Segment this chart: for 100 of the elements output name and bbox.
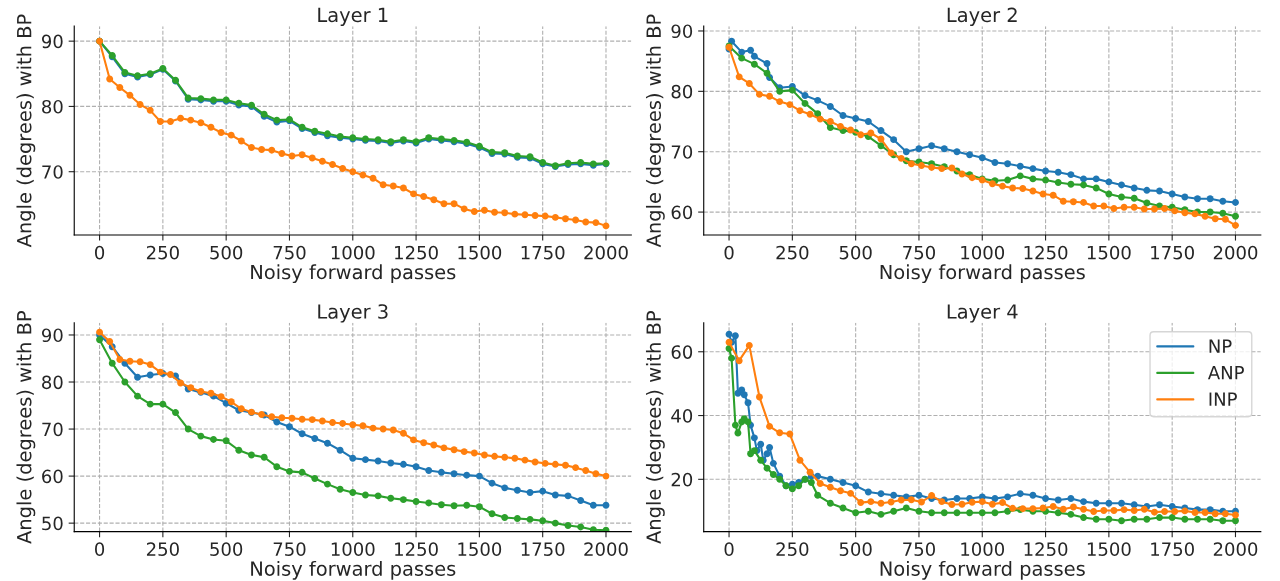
x-tick-label: 1000 (961, 245, 1005, 260)
point (146, 371, 154, 379)
point (1029, 165, 1037, 173)
point (541, 459, 549, 467)
point (470, 449, 478, 457)
point (744, 399, 752, 407)
point (488, 510, 496, 518)
chart-title: Layer 3 (318, 304, 388, 323)
point (582, 466, 590, 474)
point (318, 417, 326, 425)
y-tick-label: 60 (42, 469, 63, 484)
point (1004, 176, 1012, 184)
point (766, 92, 774, 100)
point (766, 422, 774, 430)
point (197, 119, 205, 127)
point (531, 211, 539, 219)
x-tick-label: 1250 (1024, 245, 1068, 260)
point (412, 498, 420, 505)
point (1004, 160, 1012, 168)
point (134, 373, 142, 381)
point (1105, 190, 1113, 198)
point (1130, 194, 1138, 202)
point (953, 494, 961, 502)
point (336, 485, 344, 493)
point (814, 110, 822, 118)
point (248, 451, 255, 459)
point (776, 429, 784, 437)
legend-label: INP (1209, 392, 1237, 406)
point (877, 142, 885, 150)
point (1118, 517, 1125, 525)
point (807, 479, 815, 486)
point (902, 148, 910, 156)
point (750, 434, 758, 442)
point (1211, 510, 1219, 518)
point (136, 358, 144, 366)
point (589, 526, 597, 532)
point (769, 459, 777, 467)
point (513, 514, 521, 522)
point (750, 52, 758, 60)
point (1120, 506, 1128, 514)
point (988, 500, 996, 508)
point (806, 110, 814, 118)
point (227, 398, 235, 406)
x-tick-label: 1500 (458, 542, 502, 557)
point (450, 446, 458, 454)
point (968, 498, 976, 506)
point (166, 117, 174, 125)
point (387, 494, 395, 502)
point (526, 489, 534, 497)
point (526, 515, 534, 523)
point (551, 491, 559, 499)
point (763, 60, 771, 68)
point (1009, 504, 1017, 512)
point (1232, 198, 1239, 206)
point (745, 341, 753, 349)
point (1042, 494, 1050, 502)
point (437, 468, 445, 476)
point (978, 509, 986, 517)
point (258, 146, 266, 153)
point (1156, 514, 1163, 522)
x-tick-label: 500 (210, 542, 243, 557)
point (940, 509, 948, 517)
y-tick-label: 80 (671, 84, 693, 99)
point (463, 471, 471, 479)
point (1143, 186, 1151, 194)
point (814, 96, 822, 104)
point (1016, 162, 1024, 170)
point (475, 503, 483, 511)
x-tick-label: 750 (903, 245, 935, 260)
point (197, 432, 205, 440)
point (1029, 491, 1037, 499)
point (852, 115, 860, 122)
point (1090, 202, 1098, 210)
point (1194, 195, 1201, 203)
point (425, 466, 433, 474)
point (488, 479, 496, 487)
point (826, 483, 834, 491)
point (1130, 507, 1138, 515)
x-tick-label: 250 (146, 245, 179, 260)
point (1105, 178, 1113, 186)
y-tick-label: 70 (42, 165, 63, 179)
point (786, 430, 794, 438)
point (1067, 171, 1075, 179)
point (999, 182, 1006, 190)
point (146, 400, 154, 408)
point (1232, 511, 1239, 519)
point (918, 162, 925, 170)
point (288, 414, 296, 422)
point (222, 437, 230, 445)
x-tick-label: 250 (146, 542, 179, 557)
x-tick-label: 1250 (1024, 542, 1068, 557)
point (136, 101, 144, 108)
x-tick-label: 1750 (1151, 245, 1194, 260)
point (562, 215, 569, 223)
point (826, 102, 834, 110)
point (475, 472, 483, 480)
point (836, 122, 844, 130)
point (513, 486, 521, 494)
point (731, 421, 739, 429)
point (308, 154, 316, 162)
